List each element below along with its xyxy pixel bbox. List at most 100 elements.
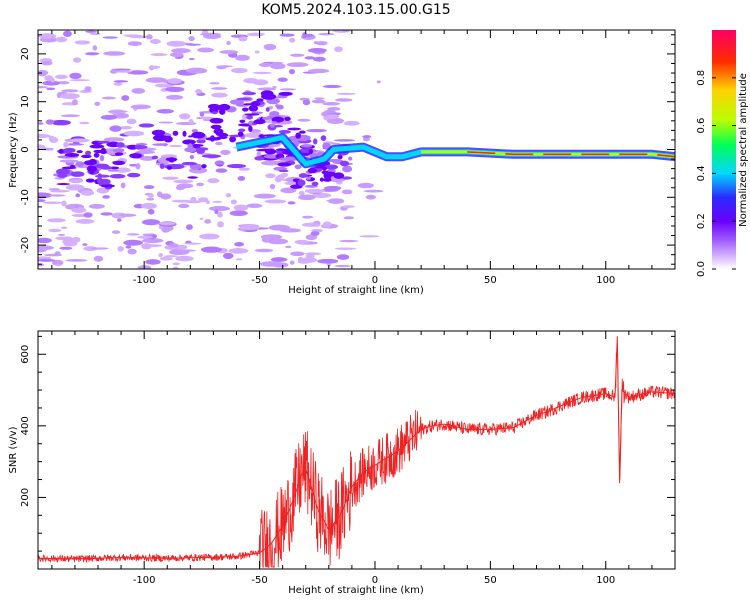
snr-line — [38, 336, 675, 560]
spectrogram-noise-blob — [135, 163, 141, 170]
figure-title: KOM5.2024.103.15.00.G15 — [261, 2, 450, 18]
spectrogram-noise-blob — [83, 212, 93, 218]
spectrogram-cluster-blob — [287, 127, 302, 131]
spectrogram-noise-blob — [158, 253, 164, 258]
spectrogram-noise-blob — [131, 87, 146, 94]
spectrogram-noise-blob — [188, 35, 195, 42]
spectrogram-noise-blob — [270, 61, 284, 64]
spectrogram-noise-blob — [260, 234, 283, 240]
spectrogram-noise-blob — [306, 128, 327, 133]
spectrogram-cluster-blob — [253, 119, 266, 125]
spectrogram-cluster-blob — [182, 130, 187, 137]
spectrogram-noise-blob — [118, 213, 137, 217]
spectrogram-noise-blob — [55, 263, 63, 267]
spectrogram-xtick-label: -50 — [251, 275, 267, 286]
spectrogram-cluster-blob — [166, 165, 173, 170]
spectrogram-noise-blob — [253, 193, 276, 199]
spectrogram-noise-blob — [326, 199, 343, 202]
spectrogram-noise-blob — [317, 258, 339, 264]
spectrogram-noise-blob — [226, 163, 247, 169]
snr-xtick-label: 50 — [484, 575, 497, 586]
spectrogram-noise-blob — [201, 154, 222, 158]
spectrogram-noise-blob — [279, 88, 297, 91]
spectrogram-noise-blob — [362, 135, 372, 139]
spectrogram-noise-blob — [324, 185, 342, 191]
snr-ytick-label: 200 — [20, 488, 31, 507]
spectrogram-noise-blob — [269, 183, 276, 190]
spectrogram-noise-blob — [48, 228, 62, 233]
spectrogram-noise-blob — [88, 203, 105, 209]
spectrogram-noise-blob — [46, 87, 56, 91]
spectrogram-xtick-label: 0 — [372, 275, 378, 286]
spectrogram-cluster-blob — [237, 131, 244, 137]
spectrogram-cluster-blob — [239, 119, 246, 123]
spectrogram-noise-blob — [214, 209, 219, 215]
spectrogram-cluster-blob — [238, 128, 246, 132]
spectrogram-noise-blob — [187, 176, 198, 179]
spectrogram-noise-blob — [376, 80, 381, 84]
spectrogram-noise-blob — [113, 82, 123, 86]
spectrogram-noise-blob — [190, 143, 204, 147]
spectrogram-cluster-blob — [273, 96, 288, 99]
spectrogram-noise-blob — [69, 138, 90, 143]
spectrogram-noise-blob — [109, 125, 122, 132]
spectrogram-noise-blob — [48, 194, 66, 197]
spectrogram-cluster-blob — [311, 181, 319, 186]
spectrogram-noise-blob — [287, 201, 296, 205]
spectrogram-noise-blob — [91, 247, 109, 250]
spectrogram-noise-blob — [235, 54, 250, 61]
spectrogram-noise-blob — [302, 99, 311, 106]
spectrogram-noise-blob — [48, 188, 60, 191]
spectrogram-noise-blob — [130, 104, 151, 110]
spectrogram-noise-blob — [45, 119, 55, 125]
spectrogram-noise-blob — [365, 194, 377, 200]
spectrogram-noise-blob — [271, 262, 289, 268]
spectrogram-noise-blob — [65, 184, 85, 191]
spectrogram-noise-blob — [228, 248, 249, 254]
spectrogram-cluster-blob — [70, 171, 85, 177]
spectrogram-noise-blob — [102, 36, 118, 39]
spectrogram-cluster-blob — [184, 147, 197, 153]
spectrogram-cluster-blob — [56, 183, 71, 186]
spectrogram-cluster-blob — [97, 173, 103, 179]
snr-xtick-label: -100 — [133, 575, 156, 586]
spectrogram-cluster-blob — [275, 104, 280, 108]
snr-xtick-label: -50 — [251, 575, 267, 586]
spectrogram-noise-blob — [270, 160, 288, 163]
spectrogram-noise-blob — [217, 221, 224, 228]
spectrogram-cluster-blob — [313, 138, 318, 145]
spectrogram-noise-blob — [209, 82, 220, 85]
spectrogram-cluster-blob — [116, 142, 125, 148]
spectrogram-noise-blob — [195, 88, 202, 94]
spectrogram-noise-blob — [286, 62, 309, 68]
spectrogram-noise-blob — [357, 182, 374, 189]
spectrogram-cluster-blob — [153, 134, 168, 142]
spectrogram-cluster-blob — [210, 124, 222, 130]
spectrogram-noise-blob — [185, 224, 193, 231]
spectrogram-noise-blob — [314, 97, 325, 100]
spectrogram-noise-blob — [264, 199, 287, 204]
spectrogram-noise-blob — [93, 255, 104, 262]
spectrogram-noise-blob — [304, 188, 326, 194]
spectrogram-cluster-blob — [209, 117, 224, 124]
spectrogram-noise-blob — [184, 242, 202, 245]
spectrogram-cluster-blob — [96, 177, 103, 184]
spectrogram-ytick-label: 20 — [20, 48, 31, 61]
spectrogram-noise-blob — [149, 39, 161, 44]
spectrogram-ytick-label: 0 — [20, 146, 31, 152]
spectrogram-noise-blob — [318, 32, 335, 36]
spectrogram-cluster-blob — [218, 103, 231, 111]
spectrogram-noise-blob — [257, 87, 277, 91]
spectrogram-cluster-blob — [95, 163, 109, 169]
spectrogram-cluster-blob — [114, 152, 124, 156]
spectrogram-noise-blob — [301, 257, 317, 263]
spectrogram-noise-blob — [65, 258, 88, 262]
spectrogram-noise-blob — [60, 93, 80, 100]
spectrogram-noise-blob — [334, 247, 357, 250]
spectrogram-noise-blob — [75, 193, 81, 198]
spectrogram-noise-blob — [147, 208, 155, 215]
spectrogram-cluster-blob — [134, 144, 142, 150]
spectrogram-noise-blob — [258, 62, 272, 68]
spectrogram-noise-blob — [239, 225, 260, 231]
